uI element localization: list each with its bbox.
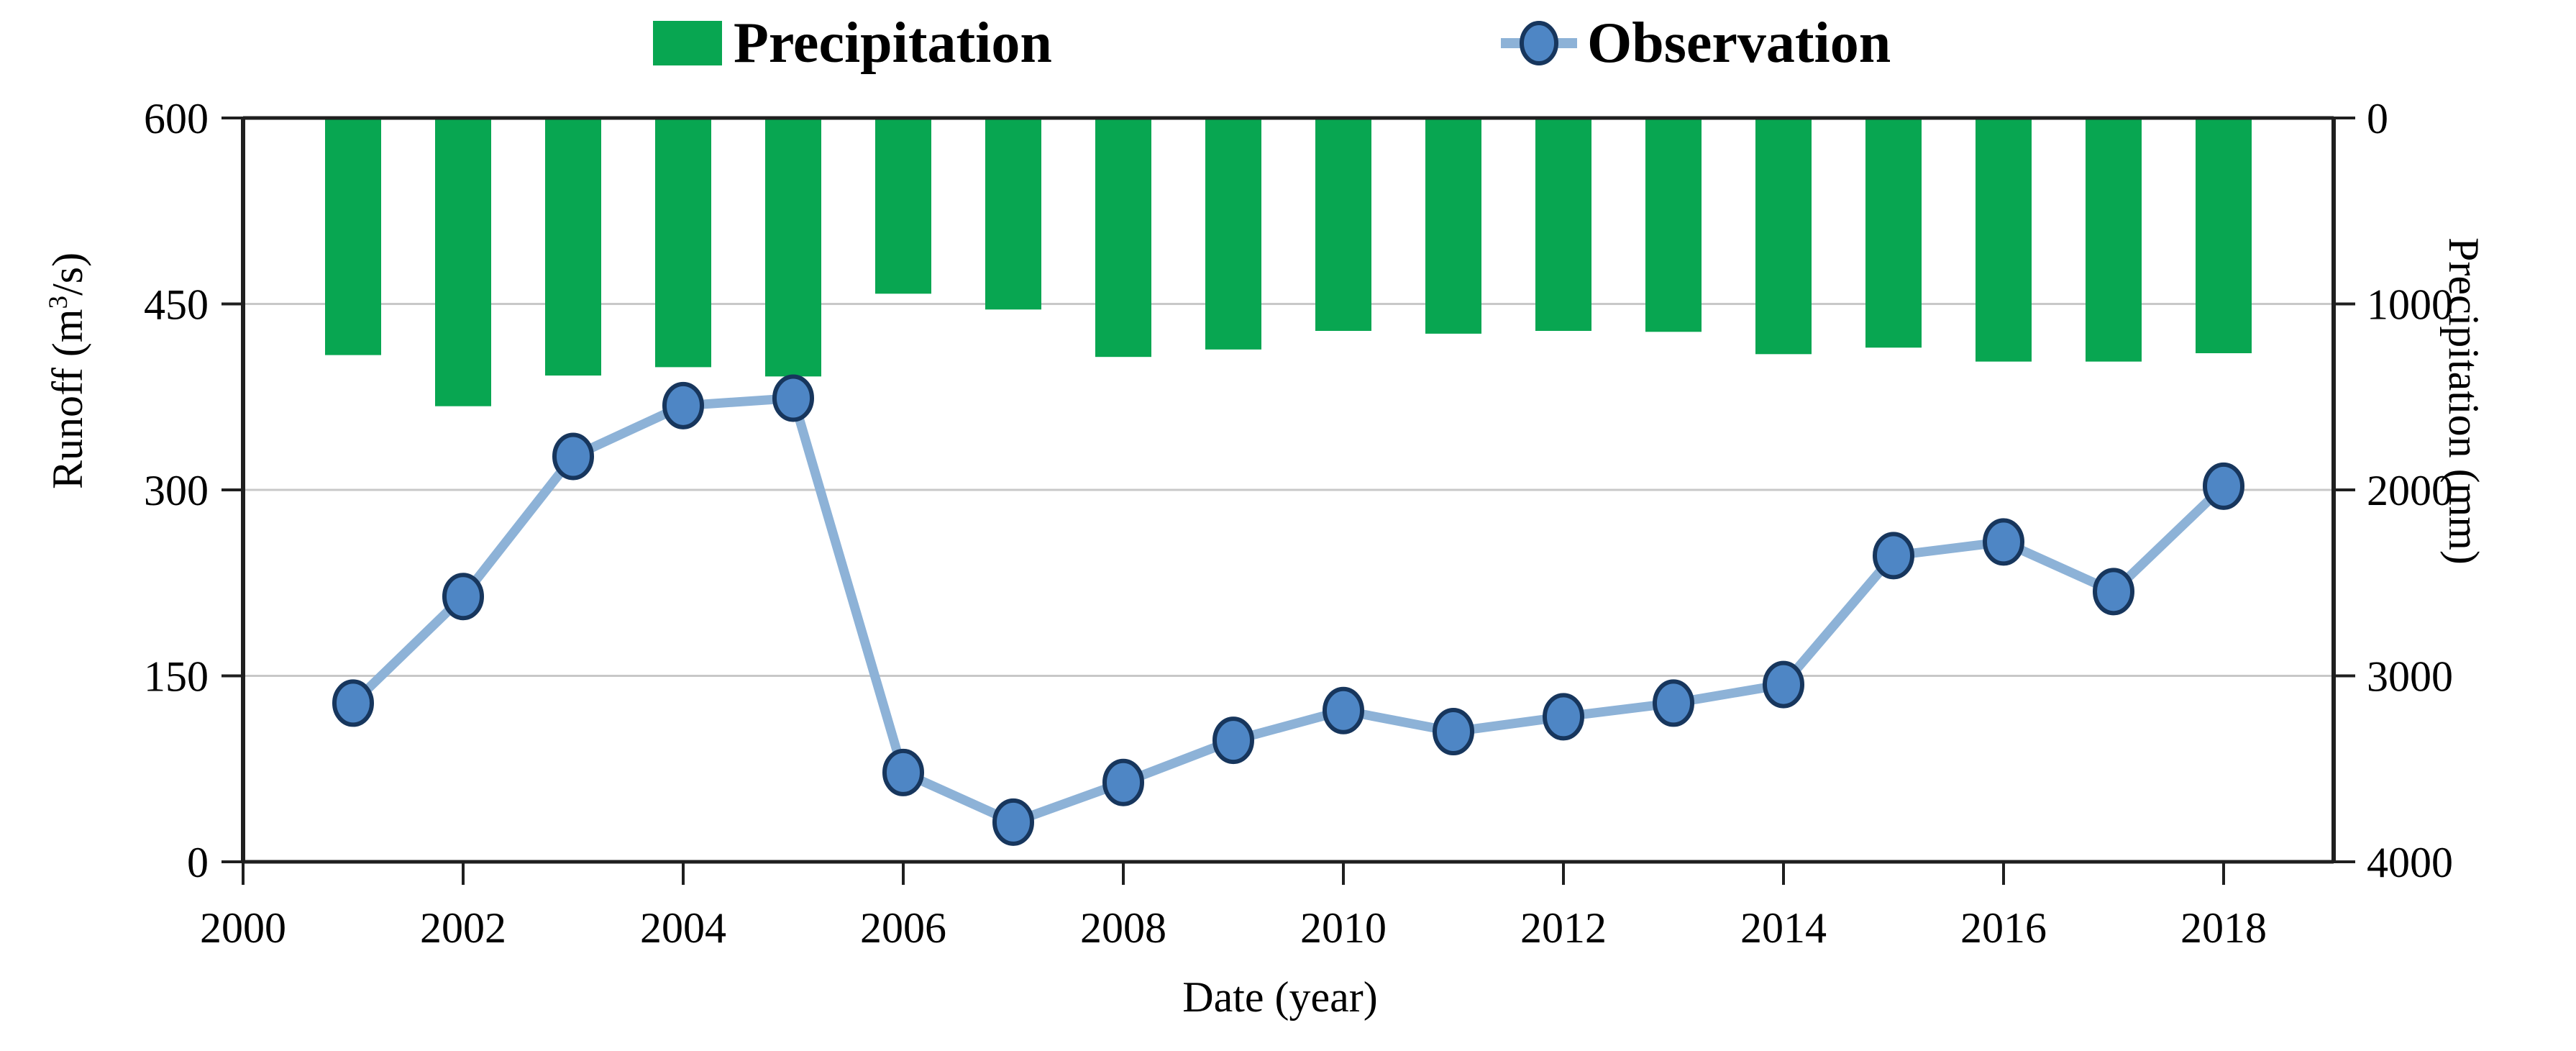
observation-point	[1212, 716, 1254, 765]
observation-point	[332, 679, 374, 727]
precipitation-bar	[1315, 118, 1371, 331]
observation-point	[1543, 693, 1584, 741]
observation-point	[1102, 758, 1144, 806]
x-axis-tick-label: 2004	[640, 904, 726, 952]
legend: Precipitation Observation	[0, 7, 2576, 86]
x-axis-tick-label: 2010	[1300, 904, 1387, 952]
observation-point	[442, 573, 484, 621]
x-axis-tick-label: 2006	[860, 904, 946, 952]
left-axis-tick-label: 600	[144, 95, 209, 142]
x-axis-tick-label: 2000	[200, 904, 286, 952]
right-axis-tick-label: 2000	[2367, 467, 2453, 514]
legend-label-observation: Observation	[1587, 12, 1891, 75]
observation-point	[2093, 568, 2134, 616]
precipitation-bar	[435, 118, 491, 406]
right-axis-tick-label: 3000	[2367, 653, 2453, 701]
observation-point	[2203, 462, 2244, 510]
observation-point	[1763, 660, 1804, 709]
precipitation-swatch-icon	[653, 21, 722, 65]
legend-item-observation[interactable]: Observation	[1499, 7, 1891, 79]
precipitation-bar	[765, 118, 821, 377]
left-axis-tick-label: 150	[144, 653, 209, 701]
precipitation-bar	[1865, 118, 1922, 348]
precipitation-bar	[1425, 118, 1481, 334]
observation-point	[992, 798, 1034, 846]
observation-point	[1323, 686, 1364, 734]
observation-line	[348, 393, 2229, 827]
left-axis-tick-label: 300	[144, 467, 209, 514]
right-axis-tick-label: 1000	[2367, 281, 2453, 329]
left-axis-title: Runoff (m3/s)	[43, 252, 93, 489]
precipitation-bar	[655, 118, 711, 368]
left-axis-title-text: Runoff (m	[44, 309, 91, 489]
precipitation-bar	[325, 118, 381, 355]
left-axis-title-superscript: 3	[44, 295, 73, 309]
observation-point	[882, 748, 924, 796]
x-axis-tick-label: 2018	[2180, 904, 2267, 952]
observation-legend-circle	[1520, 21, 1558, 65]
right-axis-tick-label: 0	[2367, 95, 2388, 142]
precipitation-bar	[985, 118, 1041, 310]
observation-line-marker-icon	[1501, 21, 1577, 65]
right-axis-tick-label: 4000	[2367, 839, 2453, 886]
precipitation-bar	[875, 118, 931, 294]
precipitation-bar	[545, 118, 601, 376]
x-axis-tick-label: 2002	[420, 904, 506, 952]
observation-point	[1873, 532, 1914, 580]
observation-point	[552, 432, 594, 481]
precipitation-bar	[1205, 118, 1261, 350]
left-axis-tick-label: 0	[187, 839, 209, 886]
x-axis-tick-label: 2012	[1520, 904, 1607, 952]
observation-point	[772, 374, 814, 422]
x-axis-title: Date (year)	[1182, 973, 1378, 1021]
left-axis-title-suffix: /s)	[44, 252, 91, 296]
precipitation-bar	[1976, 118, 2032, 362]
precipitation-bar	[1095, 118, 1151, 358]
precipitation-bar	[2196, 118, 2252, 354]
left-axis-tick-label: 450	[144, 281, 209, 329]
x-axis-tick-label: 2014	[1740, 904, 1827, 952]
x-axis-tick-label: 2008	[1080, 904, 1166, 952]
precipitation-bar	[2086, 118, 2142, 362]
observation-point	[1433, 708, 1474, 756]
legend-label-precipitation: Precipitation	[734, 12, 1052, 75]
observation-point	[662, 381, 704, 429]
right-axis-title: Precipitation (mm)	[2440, 237, 2488, 565]
observation-point	[1653, 679, 1694, 727]
precipitation-bar	[1535, 118, 1591, 331]
x-axis-tick-label: 2016	[1960, 904, 2047, 952]
precipitation-bar	[1645, 118, 1702, 332]
precipitation-bar	[1755, 118, 1812, 355]
legend-item-precipitation[interactable]: Precipitation	[653, 7, 1052, 79]
observation-point	[1983, 518, 2024, 566]
